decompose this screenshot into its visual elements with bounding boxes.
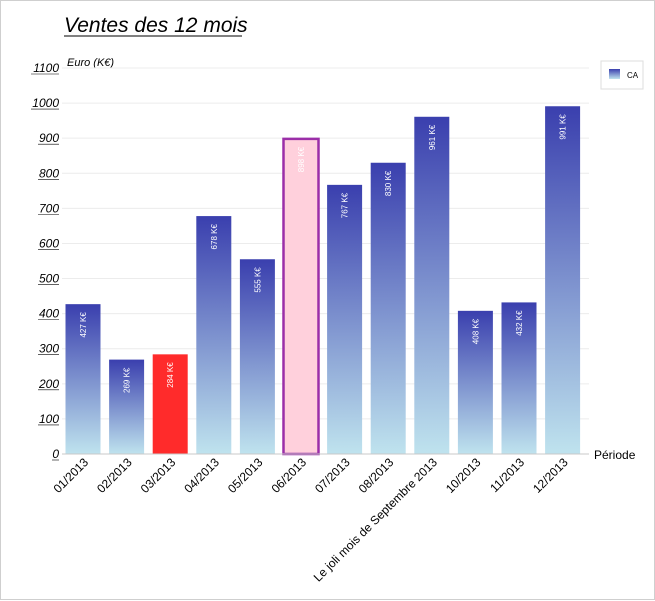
- y-tick-label: 600: [39, 236, 59, 250]
- legend-box: [600, 60, 644, 90]
- y-tick-label: 0: [52, 447, 59, 461]
- x-tick-label: 06/2013: [269, 455, 310, 496]
- bar-value-label: 555 K€: [253, 267, 262, 293]
- x-tick-label: 02/2013: [94, 455, 135, 496]
- bar-value-label: 269 K€: [123, 367, 132, 393]
- bar-value-label: 898 K€: [297, 146, 306, 172]
- x-tick-label: 05/2013: [225, 455, 266, 496]
- y-tick-label: 500: [39, 272, 59, 286]
- bar-value-label: 427 K€: [79, 312, 88, 338]
- x-tick-label: 11/2013: [487, 455, 527, 495]
- bar-value-label: 961 K€: [428, 124, 437, 150]
- y-tick-label: 700: [39, 201, 59, 215]
- y-tick-label: 1100: [33, 61, 59, 75]
- y-tick-label: 400: [39, 307, 59, 321]
- x-axis-ticks: 01/2013 02/2013 03/2013 04/2013 05/2013 06/20…: [51, 455, 571, 584]
- legend: CA: [600, 60, 644, 90]
- x-tick-label: 01/2013: [51, 455, 92, 496]
- bar: [109, 359, 145, 454]
- bar-value-label: 767 K€: [341, 192, 350, 218]
- y-tick-label: 900: [39, 131, 59, 145]
- legend-label: CA: [627, 71, 639, 80]
- x-axis-label: Période: [594, 448, 636, 462]
- bar: [457, 310, 493, 454]
- bar: [370, 162, 406, 454]
- bar: [501, 302, 537, 454]
- bar-value-label: 432 K€: [515, 310, 524, 336]
- bars: [65, 106, 581, 456]
- y-tick-label: 300: [39, 342, 59, 356]
- bar-value-label: 678 K€: [210, 224, 219, 250]
- x-tick-label: 07/2013: [312, 455, 353, 496]
- bar: [282, 137, 320, 456]
- y-tick-label: 100: [39, 412, 59, 426]
- y-tick-label: 200: [38, 377, 59, 391]
- bar-value-label: 991 K€: [559, 114, 568, 140]
- x-tick-label: 08/2013: [356, 455, 397, 496]
- y-tick-label: 1000: [32, 96, 59, 110]
- bar: [65, 304, 101, 454]
- y-axis-label: Euro (K€): [67, 57, 114, 69]
- bar-value-label: 408 K€: [471, 318, 480, 344]
- bar-value-label: 284 K€: [166, 362, 175, 388]
- bar: [196, 216, 232, 454]
- x-tick-label: 03/2013: [138, 455, 179, 496]
- y-axis-ticks: 0 100 200 300 400 500 600 700 800 900 1000 1100: [31, 61, 59, 461]
- bar-value-label: 830 K€: [384, 170, 393, 196]
- bar: [152, 354, 188, 454]
- x-tick-label: 04/2013: [181, 455, 222, 496]
- bar: [414, 116, 450, 454]
- legend-swatch: [609, 69, 620, 79]
- y-tick-label: 800: [39, 166, 59, 180]
- bar-labels: 427 K€ 269 K€ 284 K€ 678 K€ 555 K€ 898 K€ 767 …: [79, 114, 568, 393]
- bar: [545, 106, 581, 455]
- x-tick-label: 12/2013: [530, 455, 571, 496]
- chart-title: Ventes des 12 mois: [64, 14, 248, 37]
- bar: [239, 259, 275, 454]
- gridlines: [62, 67, 589, 420]
- bar: [327, 184, 363, 454]
- x-tick-label: 10/2013: [443, 455, 484, 496]
